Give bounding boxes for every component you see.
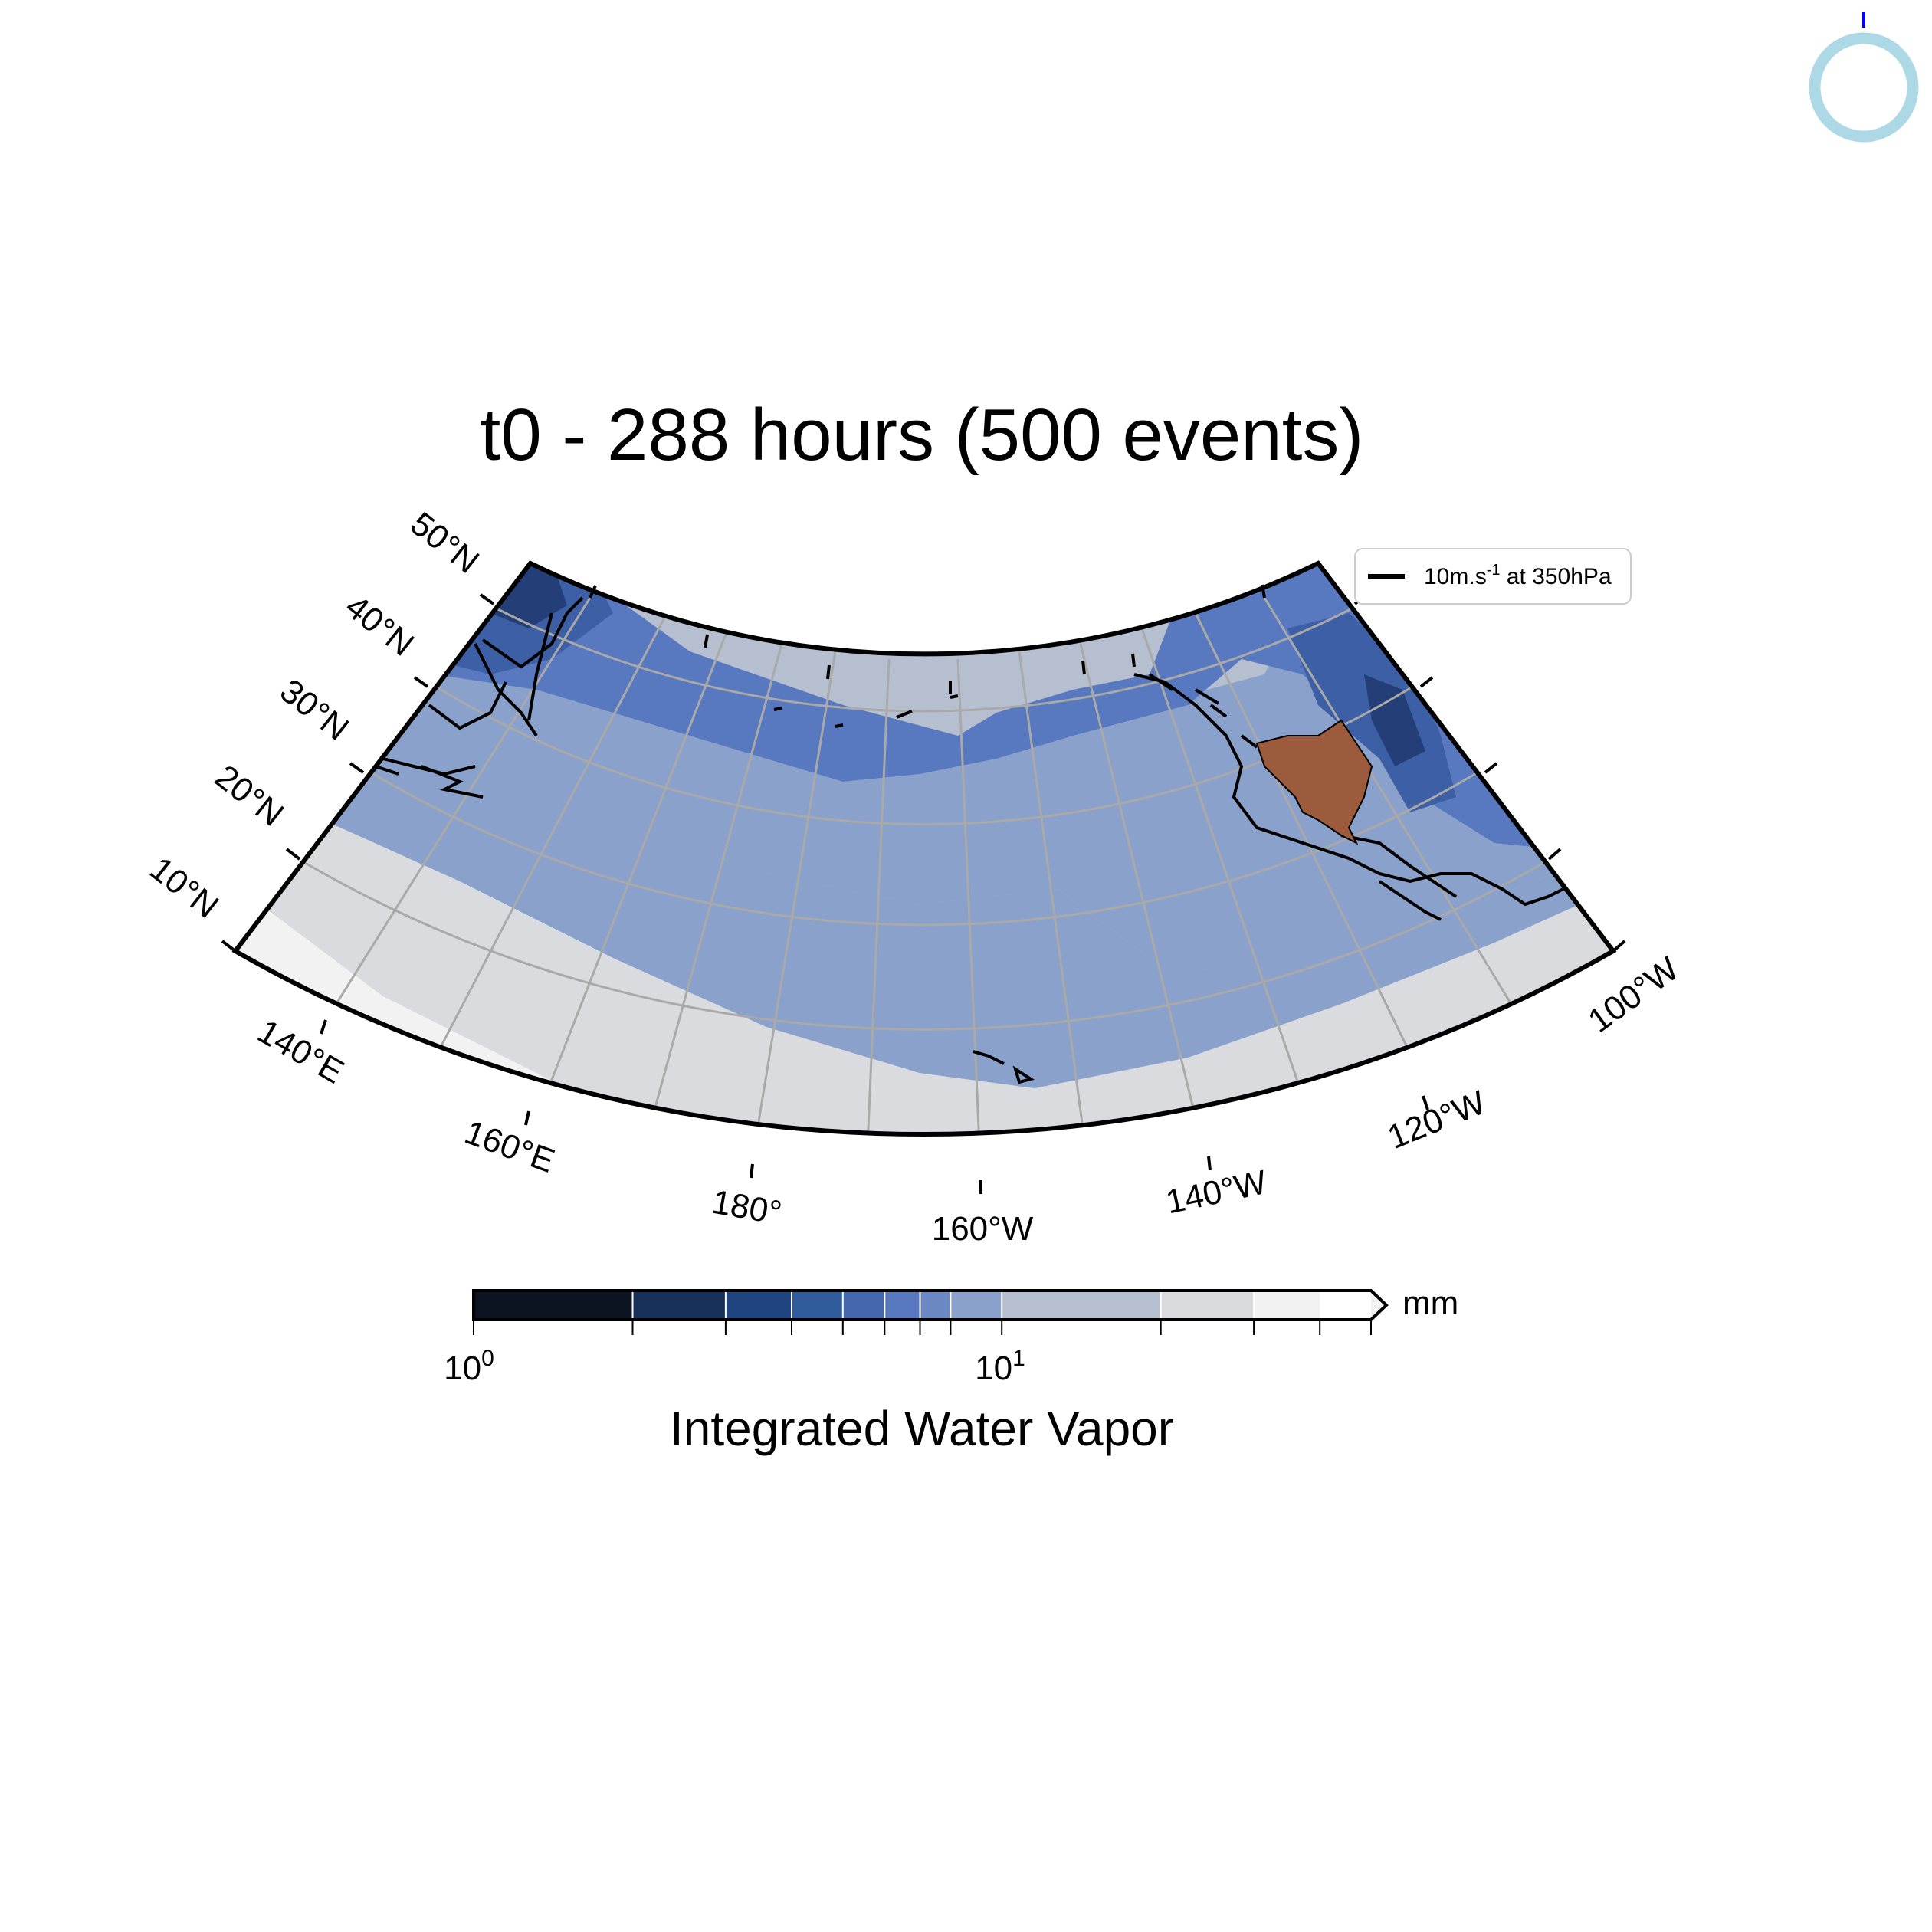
- colorbar: mm 100 101 Integrated Water Vapor: [444, 1284, 1458, 1456]
- colorbar-segment: [792, 1291, 843, 1320]
- north-america-coast: [1133, 673, 1564, 907]
- colorbar-extend-max: [1371, 1291, 1386, 1320]
- colorbar-segment: [950, 1291, 1002, 1320]
- lat-label-40n: 40°N: [338, 588, 421, 664]
- lat-label-20n: 20°N: [208, 758, 290, 834]
- iwv-band-mid-upper: [235, 563, 1613, 981]
- tick-1-exp: 0: [481, 1346, 494, 1371]
- lon-label-120w: 120°W: [1383, 1084, 1491, 1156]
- graticule: [300, 597, 1548, 1135]
- colorbar-segment: [920, 1291, 951, 1320]
- legend-label-tail: at 350hPa: [1501, 564, 1612, 589]
- colorbar-segment: [1254, 1291, 1320, 1320]
- legend-label-main: 10m.s: [1424, 564, 1487, 589]
- lon-label-160e: 160°E: [460, 1114, 559, 1180]
- baja-coast: [1340, 834, 1458, 921]
- legend-label-sup: -1: [1487, 562, 1501, 579]
- colorbar-segment: [884, 1291, 920, 1320]
- colorbar-outline: [472, 1289, 1389, 1321]
- lon-label-140w: 140°W: [1163, 1163, 1270, 1222]
- iwv-band-mid: [235, 690, 1613, 1088]
- progress-ring: [1809, 12, 1919, 143]
- colorbar-segment: [1002, 1291, 1161, 1320]
- lon-label-160w: 160°W: [932, 1210, 1034, 1248]
- legend-frame: [1354, 548, 1632, 605]
- lon-label-180: 180°: [709, 1183, 784, 1232]
- colorbar-segment: [842, 1291, 885, 1320]
- map-area: 10°N 20°N 30°N 40°N 50°N 140°E 160°E 180…: [143, 505, 1685, 1248]
- colorbar-segment: [474, 1291, 633, 1320]
- tick-10-base: 10: [975, 1350, 1012, 1387]
- lat-label-50n: 50°N: [403, 505, 486, 581]
- colorbar-segments: [474, 1291, 1386, 1320]
- lon-ticks: [320, 584, 1429, 1194]
- aleutians: [773, 694, 959, 728]
- colorbar-segment: [725, 1291, 792, 1320]
- colorbar-tick-label-1: 100: [444, 1346, 494, 1387]
- iwv-band-lighter: [235, 812, 1613, 1135]
- map-frame: [231, 560, 1617, 1137]
- colorbar-tick-label-10: 101: [975, 1346, 1025, 1387]
- colorbar-title: Integrated Water Vapor: [670, 1401, 1174, 1456]
- colorbar-unit: mm: [1402, 1284, 1458, 1322]
- asia-coast: [375, 596, 584, 799]
- colorbar-ticks: [473, 1320, 1372, 1335]
- parallel-20n: [300, 859, 1548, 1031]
- tick-10-exp: 1: [1012, 1346, 1025, 1371]
- hawaii: [973, 1050, 1035, 1084]
- colorbar-segment: [1160, 1291, 1255, 1320]
- highlight-region: [1255, 719, 1373, 845]
- legend-label: 10m.s-1 at 350hPa: [1424, 562, 1612, 589]
- lon-label-140e: 140°E: [251, 1012, 350, 1091]
- legend: 10m.s-1 at 350hPa: [1354, 548, 1632, 605]
- colorbar-segment: [632, 1291, 726, 1320]
- lat-label-30n: 30°N: [273, 672, 356, 748]
- tick-1-base: 10: [444, 1350, 481, 1387]
- lon-label-100w: 100°W: [1581, 950, 1685, 1040]
- coastlines: [375, 596, 1564, 1084]
- parallel-50n: [490, 604, 1359, 713]
- chart-title: t0 - 288 hours (500 events): [481, 394, 1364, 476]
- canada-islands: [1148, 673, 1258, 749]
- iwv-region-darkest-east: [1364, 674, 1425, 766]
- lat-label-10n: 10°N: [143, 850, 225, 926]
